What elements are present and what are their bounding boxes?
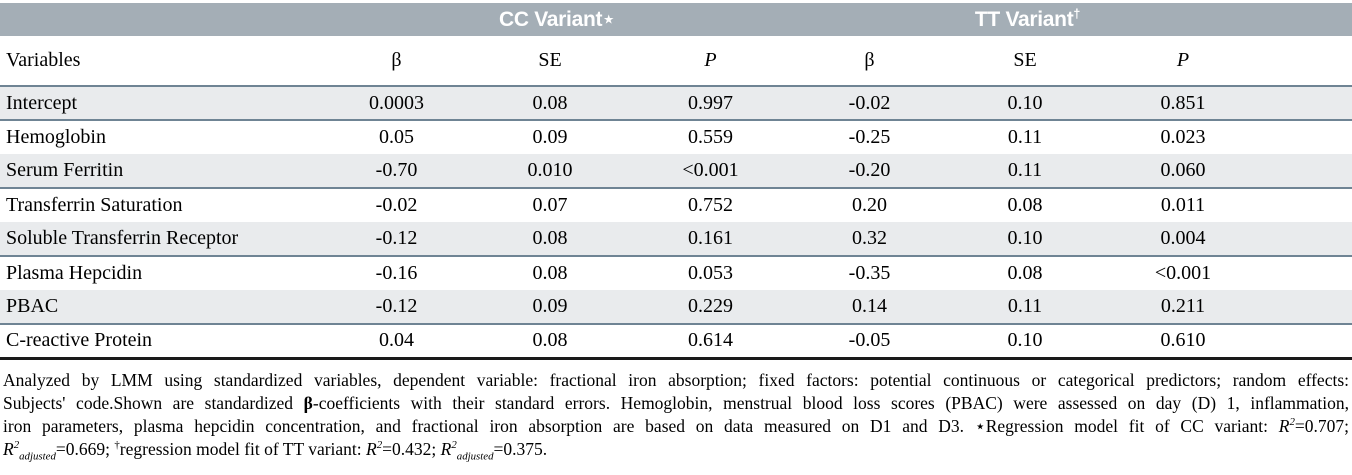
cell-value: 0.08 — [471, 222, 629, 257]
cell-value: 0.0003 — [322, 86, 471, 121]
cell-value: <0.001 — [1154, 262, 1212, 284]
cell-value: 0.060 — [1103, 154, 1264, 189]
table-row-transferrin-saturation: Transferrin Saturation -0.02 0.07 0.752 … — [0, 188, 1352, 222]
column-header-se-tt: SE — [947, 36, 1103, 87]
cell-value: 0.211 — [1103, 290, 1264, 325]
row-variable-label: Serum Ferritin — [0, 154, 322, 189]
cell-value: -0.70 — [322, 154, 471, 189]
cell-value: 0.004 — [1103, 222, 1264, 257]
table-row-hemoglobin: Hemoglobin 0.05 0.09 0.559 -0.25 0.11 0.… — [0, 120, 1352, 154]
cell-value: 0.752 — [688, 194, 733, 216]
row-variable-label: Plasma Hepcidin — [6, 262, 143, 284]
filler-cell — [1263, 36, 1352, 87]
cell-value: -0.02 — [375, 194, 418, 216]
row-variable-label: Intercept — [0, 86, 322, 121]
cell-value: -0.20 — [792, 154, 947, 189]
cell-value: 0.559 — [688, 126, 733, 148]
cell-value: 0.05 — [379, 126, 414, 148]
cell-value: -0.12 — [322, 222, 471, 257]
band-spacer-left — [0, 3, 322, 36]
cell-value: 0.851 — [1103, 86, 1264, 121]
filler-cell — [1263, 188, 1352, 222]
filler-cell — [1263, 256, 1352, 290]
cell-value: 0.997 — [629, 86, 792, 121]
table-row-c-reactive-protein: C-reactive Protein 0.04 0.08 0.614 -0.05… — [0, 324, 1352, 360]
row-variable-label: Soluble Transferrin Receptor — [0, 222, 322, 257]
cell-value: 0.010 — [471, 154, 629, 189]
column-header-p-tt: P — [1103, 36, 1264, 87]
footnote-line: iron parameters, plasma hepcidin concent… — [3, 415, 1349, 436]
cell-value: 0.04 — [322, 324, 471, 360]
cell-value: 0.09 — [532, 126, 568, 148]
filler-cell — [1263, 222, 1352, 257]
footnote-line: R2adjusted=0.669; †regression model fit … — [3, 438, 548, 462]
cell-value: 0.08 — [1007, 262, 1043, 284]
row-variable-label: Hemoglobin — [6, 126, 106, 148]
cell-value: -0.16 — [375, 262, 418, 284]
row-variable-label: C-reactive Protein — [0, 324, 322, 360]
cell-value: 0.08 — [471, 324, 629, 360]
filler-cell — [1263, 290, 1352, 325]
cell-value: 0.161 — [629, 222, 792, 257]
cell-value: 0.32 — [792, 222, 947, 257]
cell-value: -0.05 — [792, 324, 947, 360]
cell-value: 0.610 — [1103, 324, 1264, 360]
table-row-serum-ferritin: Serum Ferritin -0.70 0.010 <0.001 -0.20 … — [0, 154, 1352, 189]
column-header-se-cc: SE — [471, 36, 629, 87]
cell-value: 0.14 — [792, 290, 947, 325]
tt-variant-header: TT Variant† — [792, 3, 1264, 36]
cell-value: 0.011 — [1160, 194, 1206, 216]
cell-value: 0.09 — [471, 290, 629, 325]
cell-value: 0.614 — [629, 324, 792, 360]
table-footnote: Analyzed by LMM using standardized varia… — [0, 360, 1352, 462]
cell-value: 0.08 — [1007, 194, 1043, 216]
row-variable-label: Transferrin Saturation — [6, 194, 183, 216]
cell-value: 0.10 — [947, 222, 1103, 257]
table-row-intercept: Intercept 0.0003 0.08 0.997 -0.02 0.10 0… — [0, 86, 1352, 121]
cell-value: 0.053 — [688, 262, 733, 284]
band-spacer-right — [1263, 3, 1352, 36]
column-header-variables: Variables — [0, 36, 322, 87]
cell-value: 0.10 — [947, 324, 1103, 360]
cell-value: 0.11 — [947, 154, 1103, 189]
cell-value: 0.08 — [532, 262, 568, 284]
cell-value: 0.07 — [532, 194, 568, 216]
table-row-soluble-transferrin-receptor: Soluble Transferrin Receptor -0.12 0.08 … — [0, 222, 1352, 257]
column-header-row: Variables β SE P β SE P — [0, 36, 1352, 87]
table-row-pbac: PBAC -0.12 0.09 0.229 0.14 0.11 0.211 — [0, 290, 1352, 325]
filler-cell — [1263, 324, 1352, 360]
filler-cell — [1263, 120, 1352, 154]
row-variable-label: PBAC — [0, 290, 322, 325]
cell-value: -0.25 — [848, 126, 891, 148]
cell-value: 0.08 — [471, 86, 629, 121]
cell-value: -0.02 — [792, 86, 947, 121]
cell-value: -0.35 — [848, 262, 891, 284]
cc-variant-header: CC Variant⋆ — [322, 3, 792, 36]
column-header-beta-cc: β — [322, 36, 471, 87]
cell-value: 0.11 — [1007, 126, 1043, 148]
cell-value: -0.12 — [322, 290, 471, 325]
cell-value: 0.023 — [1160, 126, 1206, 148]
footnote-line: Analyzed by LMM using standardized varia… — [3, 369, 1349, 390]
variant-group-header-row: CC Variant⋆ TT Variant† — [0, 3, 1352, 36]
filler-cell — [1263, 154, 1352, 189]
cell-value: 0.10 — [947, 86, 1103, 121]
column-header-p-cc: P — [629, 36, 792, 87]
cell-value: 0.229 — [629, 290, 792, 325]
column-header-beta-tt: β — [792, 36, 947, 87]
filler-cell — [1263, 86, 1352, 121]
cell-value: <0.001 — [629, 154, 792, 189]
cell-value: 0.11 — [947, 290, 1103, 325]
table-row-plasma-hepcidin: Plasma Hepcidin -0.16 0.08 0.053 -0.35 0… — [0, 256, 1352, 290]
footnote-line: Subjects' code.Shown are standardized β-… — [3, 392, 1350, 413]
cell-value: 0.20 — [852, 194, 887, 216]
regression-table: CC Variant⋆ TT Variant† Variables β SE P… — [0, 3, 1352, 360]
